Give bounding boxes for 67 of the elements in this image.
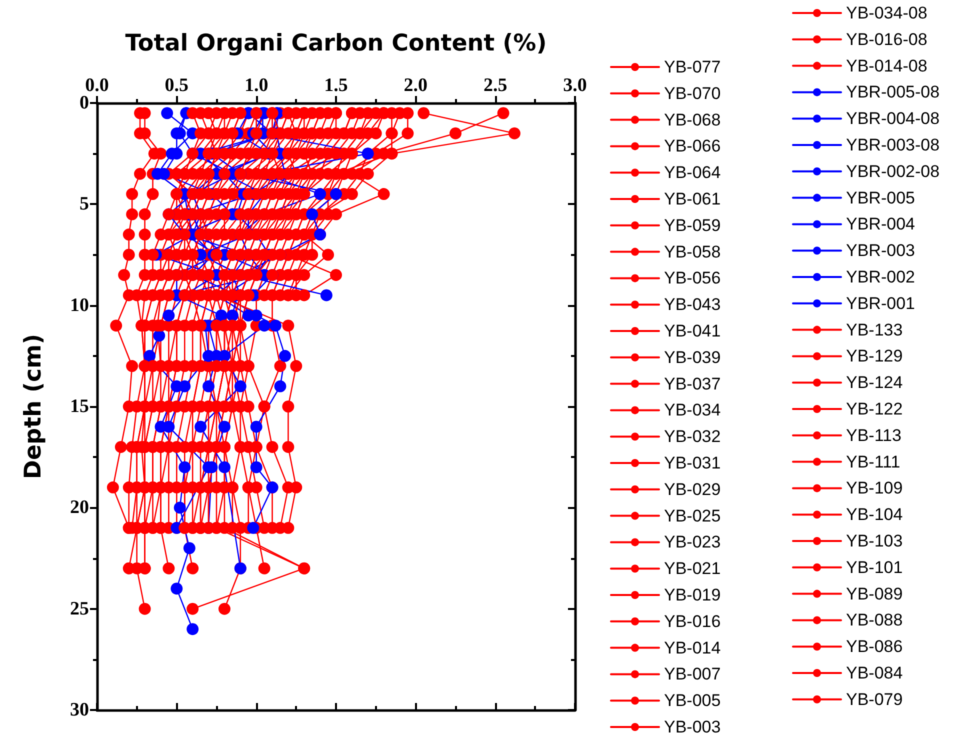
legend-label: YB-025 <box>664 506 721 526</box>
x-tick-label: 1.5 <box>324 75 348 96</box>
x-axis-title: Total Organi Carbon Content (%) <box>125 30 547 56</box>
legend-label: YB-079 <box>846 690 903 709</box>
y-tick-label: 15 <box>70 396 89 417</box>
legend-label: YB-111 <box>846 452 900 472</box>
legend-label: YB-058 <box>664 242 721 262</box>
legend-label: YB-059 <box>664 216 721 235</box>
legend-label: YB-019 <box>664 586 721 604</box>
y-tick-label: 20 <box>70 497 89 518</box>
legend-label: YB-014-08 <box>846 56 928 76</box>
legend-label: YB-066 <box>664 136 721 156</box>
x-tick-label: 2.0 <box>404 75 428 96</box>
y-tick-label: 30 <box>70 700 89 720</box>
legend-label: YBR-001 <box>846 294 915 313</box>
legend-label: YB-086 <box>846 637 903 656</box>
legend-label: YB-068 <box>664 110 721 130</box>
legend-label: YB-043 <box>664 295 721 314</box>
legend-label: YB-064 <box>664 163 721 182</box>
legend-label: YBR-002-08 <box>846 162 940 181</box>
legend-label: YB-109 <box>846 478 903 498</box>
legend-label: YB-104 <box>846 505 903 524</box>
legend-label: YB-023 <box>664 532 721 552</box>
legend-label: YB-113 <box>846 426 902 445</box>
x-tick-label: 2.5 <box>483 75 508 96</box>
legend-label: YBR-005-08 <box>846 82 940 102</box>
legend-label: YB-037 <box>664 374 721 394</box>
legend-label: YB-088 <box>846 610 903 630</box>
legend-label: YB-056 <box>664 268 721 288</box>
legend-label: YBR-002 <box>846 268 915 286</box>
legend-label: YB-016-08 <box>846 30 928 49</box>
legend-label: YB-089 <box>846 584 903 604</box>
legend-label: YB-122 <box>846 400 903 418</box>
legend-label: YBR-004 <box>846 214 915 234</box>
legend-label: YBR-003-08 <box>846 136 940 154</box>
legend-label: YB-039 <box>664 348 721 367</box>
legend-label: YB-016 <box>664 612 721 631</box>
legend-label: YB-124 <box>846 373 903 392</box>
legend-label: YB-133 <box>846 320 903 340</box>
y-tick-label: 25 <box>70 598 89 620</box>
legend-label: YB-021 <box>664 559 721 578</box>
legend-label: YB-014 <box>664 638 721 658</box>
y-axis-title: Depth (cm) <box>20 334 46 480</box>
legend-label: YB-077 <box>664 58 721 76</box>
x-tick-label: 3.0 <box>563 75 587 96</box>
legend-label: YB-034 <box>664 400 721 420</box>
y-tick-label: 5 <box>80 194 89 215</box>
legend-label: YB-029 <box>664 480 721 499</box>
legend-label: YB-034-08 <box>846 4 928 22</box>
legend-label: YBR-004-08 <box>846 109 940 128</box>
legend-label: YB-005 <box>664 691 721 710</box>
legend-label: YB-041 <box>664 322 721 340</box>
legend-label: YB-007 <box>664 664 721 684</box>
legend-label: YB-070 <box>664 84 721 103</box>
legend-label: YB-129 <box>846 346 903 366</box>
legend-label: YB-084 <box>846 664 903 682</box>
legend-label: YB-031 <box>664 454 721 472</box>
legend-label: YB-003 <box>664 718 721 736</box>
y-tick-label: 10 <box>70 294 89 316</box>
legend-label: YB-101 <box>846 558 903 577</box>
legend-label: YB-032 <box>664 427 721 446</box>
x-tick-label: 1.0 <box>244 75 268 96</box>
x-tick-label: 0.5 <box>164 75 189 96</box>
legend-label: YBR-003 <box>846 241 915 260</box>
legend-label: YB-061 <box>664 190 721 208</box>
legend-label: YB-103 <box>846 532 903 550</box>
legend-label: YBR-005 <box>846 188 915 208</box>
